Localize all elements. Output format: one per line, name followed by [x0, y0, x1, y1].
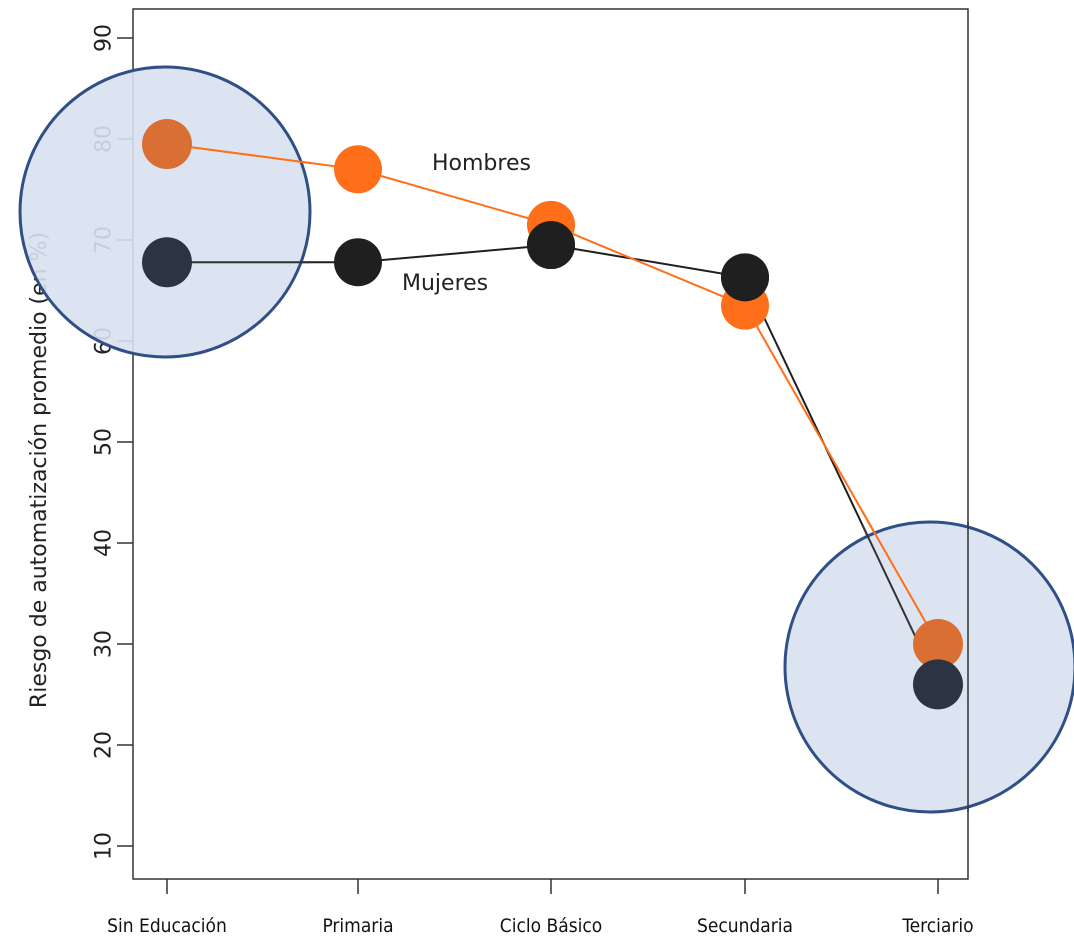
- y-tick-label: 90: [92, 24, 117, 52]
- series-labels: Hombres Mujeres: [402, 151, 531, 296]
- x-tick-label: Primaria: [322, 915, 393, 937]
- highlight-circle-sin-educacion: [18, 65, 312, 359]
- data-point-mujeres: [527, 221, 575, 270]
- data-point-mujeres: [334, 238, 382, 287]
- data-point-hombres: [334, 145, 382, 194]
- highlighted-points: [142, 119, 969, 812]
- y-tick-label: 20: [92, 731, 117, 759]
- x-axis: Sin Educación Primaria Ciclo Básico Secunda…: [107, 879, 974, 937]
- series-label-mujeres: Mujeres: [402, 271, 488, 296]
- x-tick-label: Sin Educación: [107, 915, 227, 937]
- y-tick-label: 10: [92, 832, 117, 860]
- y-tick-label: 30: [92, 630, 117, 658]
- x-tick-label: Terciario: [901, 915, 973, 937]
- x-tick-label: Secundaria: [697, 915, 793, 937]
- highlight-circles: [18, 65, 1074, 814]
- data-point-mujeres: [721, 253, 769, 302]
- data-point-hombres: [913, 619, 963, 669]
- data-point-mujeres: [913, 659, 963, 710]
- y-tick-label: 40: [92, 529, 117, 557]
- data-point-mujeres: [142, 237, 192, 288]
- y-tick-label: 50: [92, 428, 117, 456]
- data-point-hombres: [142, 119, 192, 170]
- series-line-hombres: [861, 510, 939, 645]
- y-axis-title: Riesgo de automatización promedio (en %): [27, 232, 52, 708]
- series-label-hombres: Hombres: [432, 151, 531, 176]
- x-tick-label: Ciclo Básico: [500, 915, 602, 937]
